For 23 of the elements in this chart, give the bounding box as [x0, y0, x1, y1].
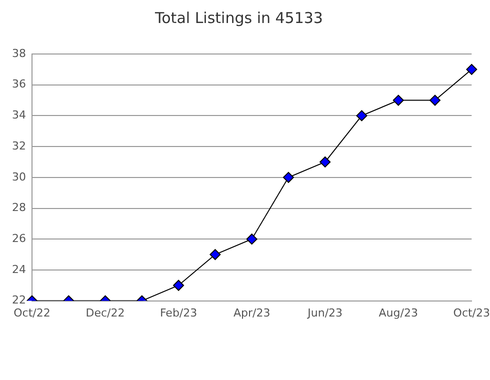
y-tick-label: 32 [12, 139, 26, 152]
y-tick-label: 22 [12, 294, 26, 307]
y-tick-label: 26 [12, 232, 26, 245]
y-tick-label: 28 [12, 201, 26, 214]
x-tick-label: Oct/22 [14, 306, 50, 320]
y-tick-label: 36 [12, 78, 26, 91]
x-tick-label: Dec/22 [86, 306, 125, 320]
y-tick-label: 24 [12, 262, 26, 276]
x-tick-label: Feb/23 [160, 306, 198, 320]
x-tick-label: Oct/23 [453, 306, 490, 320]
chart-title: Total Listings in 45133 [154, 8, 323, 27]
point [282, 172, 294, 183]
y-tick-label: 38 [12, 46, 26, 60]
x-tick-label: Jun/23 [306, 306, 343, 320]
y-tick-label: 30 [12, 170, 26, 184]
point [466, 64, 478, 75]
point [392, 94, 404, 106]
y-tick-label: 34 [12, 108, 26, 122]
x-tick-label: Aug/23 [378, 306, 418, 320]
point [320, 156, 331, 168]
point [430, 94, 440, 106]
point [356, 110, 368, 122]
x-tick-label: Apr/23 [233, 306, 270, 320]
